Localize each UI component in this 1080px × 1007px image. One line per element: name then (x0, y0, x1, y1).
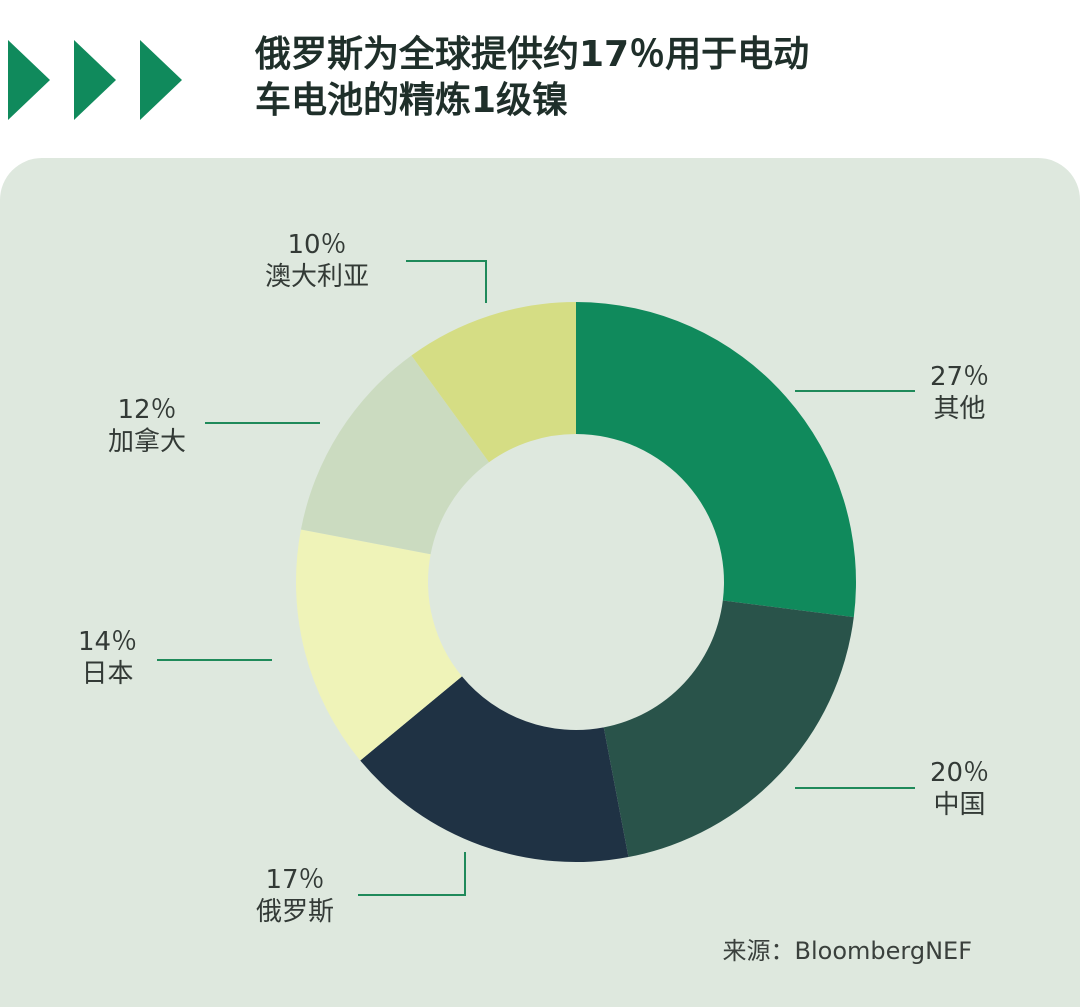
slice-label-china: 20％ 中国 (930, 757, 989, 821)
donut-slice-4 (300, 355, 490, 555)
slice-label-other-name: 其他 (933, 394, 986, 424)
chart-title-line-1: 俄罗斯为全球提供约17％用于电动 (255, 34, 810, 75)
donut-slice-5 (411, 302, 576, 463)
slice-label-australia-name: 澳大利亚 (265, 262, 370, 292)
slice-label-china-name: 中国 (933, 790, 986, 820)
slice-label-russia: 17％ 俄罗斯 (256, 864, 334, 928)
slice-label-canada-name: 加拿大 (108, 427, 187, 457)
leader-line-5 (406, 260, 487, 303)
donut-slice-1 (603, 600, 854, 858)
chevron-right-icon (74, 40, 116, 120)
slice-label-canada: 12％ 加拿大 (108, 394, 186, 458)
slice-label-australia: 10％ 澳大利亚 (265, 229, 369, 293)
leader-line-2 (358, 852, 466, 896)
donut-slice-0 (576, 302, 856, 618)
slice-label-other: 27％ 其他 (930, 361, 989, 425)
slice-label-japan-pct: 14％ (78, 627, 138, 657)
slice-label-china-pct: 20％ (930, 758, 990, 788)
donut-slice-2 (360, 676, 629, 862)
chart-title: 俄罗斯为全球提供约17％用于电动 车电池的精炼1级镍 (255, 32, 1035, 124)
chevron-right-icon (8, 40, 50, 120)
slice-label-japan: 14％ 日本 (78, 626, 137, 690)
chart-title-line-2: 车电池的精炼1级镍 (255, 80, 569, 121)
slice-label-other-pct: 27％ (930, 362, 990, 392)
slice-label-russia-name: 俄罗斯 (256, 897, 335, 927)
donut-slice-3 (296, 529, 462, 761)
source-note: 来源：BloombergNEF (722, 937, 972, 965)
slice-label-japan-name: 日本 (81, 659, 134, 689)
chart-panel (0, 158, 1080, 1007)
slice-label-australia-pct: 10％ (287, 230, 347, 260)
slice-label-russia-pct: 17％ (265, 865, 325, 895)
chevron-right-icon (140, 40, 182, 120)
slice-label-canada-pct: 12％ (117, 395, 177, 425)
